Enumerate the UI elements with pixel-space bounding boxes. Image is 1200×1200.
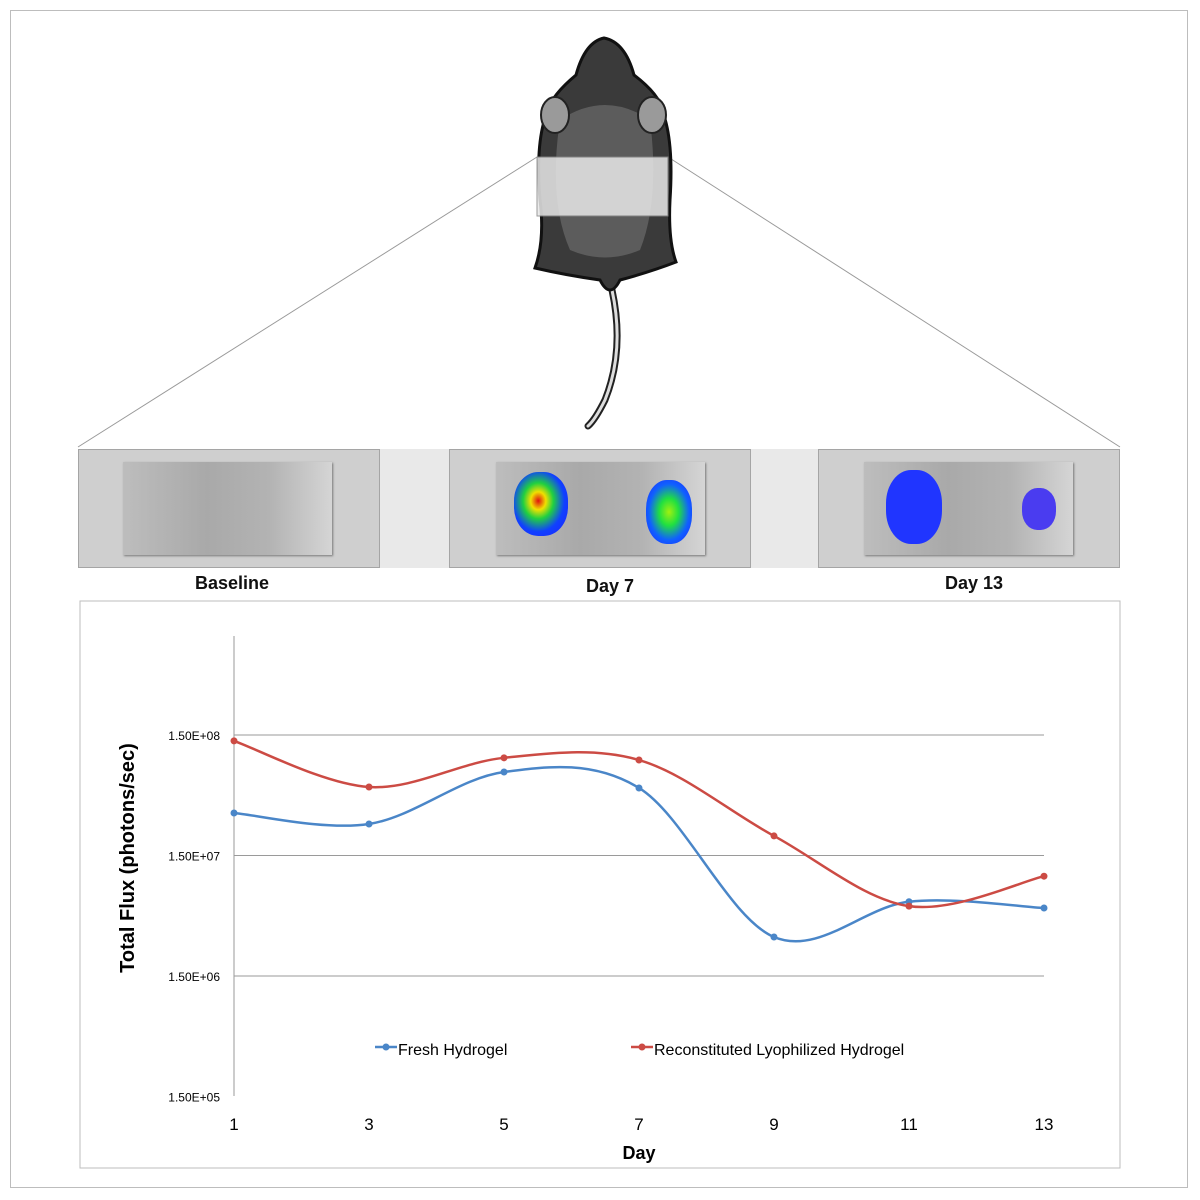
data-point bbox=[770, 933, 778, 941]
panel-day-13 bbox=[818, 449, 1120, 568]
signal-left bbox=[886, 470, 942, 544]
data-point bbox=[500, 768, 508, 776]
x-tick-label: 5 bbox=[499, 1115, 508, 1134]
data-point bbox=[365, 820, 373, 828]
panel-label: Day 7 bbox=[585, 576, 635, 596]
y-tick-label: 1.50E+08 bbox=[168, 729, 220, 743]
x-tick-label: 9 bbox=[769, 1115, 778, 1134]
series-line bbox=[233, 765, 1045, 943]
panel-label: Day 13 bbox=[944, 573, 1004, 593]
data-point bbox=[1040, 904, 1048, 912]
data-point bbox=[770, 832, 778, 840]
legend-marker bbox=[638, 1043, 646, 1051]
chart-border bbox=[79, 600, 1121, 1169]
panel-label: Baseline bbox=[194, 573, 270, 593]
data-point bbox=[230, 809, 238, 817]
data-point bbox=[365, 783, 373, 791]
data-point bbox=[1040, 872, 1048, 880]
bioluminescence-image-day-13 bbox=[864, 462, 1073, 555]
panel-connector bbox=[751, 449, 818, 568]
y-axis-label: Total Flux (photons/sec) bbox=[117, 743, 139, 973]
mouse-ear-left bbox=[540, 96, 570, 134]
legend-marker bbox=[382, 1043, 390, 1051]
signal-left bbox=[514, 472, 568, 536]
y-tick-label: 1.50E+05 bbox=[168, 1091, 220, 1105]
x-tick-label: 11 bbox=[900, 1115, 918, 1134]
legend-label: Reconstituted Lyophilized Hydrogel bbox=[654, 1042, 904, 1059]
x-tick-label: 3 bbox=[364, 1115, 373, 1134]
legend-label: Fresh Hydrogel bbox=[398, 1042, 507, 1059]
signal-right bbox=[646, 480, 692, 544]
region-of-interest bbox=[536, 156, 669, 217]
figure-frame bbox=[10, 10, 1188, 1188]
data-point bbox=[635, 784, 643, 792]
panel-baseline bbox=[78, 449, 380, 568]
series-line bbox=[233, 739, 1045, 909]
data-point bbox=[500, 754, 508, 762]
bioluminescence-image-day-7 bbox=[496, 462, 705, 555]
x-tick-label: 1 bbox=[229, 1115, 238, 1134]
data-point bbox=[905, 902, 913, 910]
data-point bbox=[230, 737, 238, 745]
panel-connector bbox=[380, 449, 449, 568]
bioluminescence-image-baseline bbox=[123, 462, 332, 555]
zoom-line-right bbox=[667, 156, 1121, 448]
mouse-ear-right bbox=[637, 96, 667, 134]
x-tick-label: 7 bbox=[634, 1115, 643, 1134]
signal-right bbox=[1022, 488, 1056, 530]
x-axis-label: Day bbox=[622, 1143, 655, 1163]
data-point bbox=[635, 756, 643, 764]
x-tick-label: 13 bbox=[1035, 1115, 1054, 1134]
zoom-line-left bbox=[77, 156, 538, 448]
y-tick-label: 1.50E+07 bbox=[168, 850, 220, 864]
panel-day-7 bbox=[449, 449, 751, 568]
y-tick-label: 1.50E+06 bbox=[168, 970, 220, 984]
